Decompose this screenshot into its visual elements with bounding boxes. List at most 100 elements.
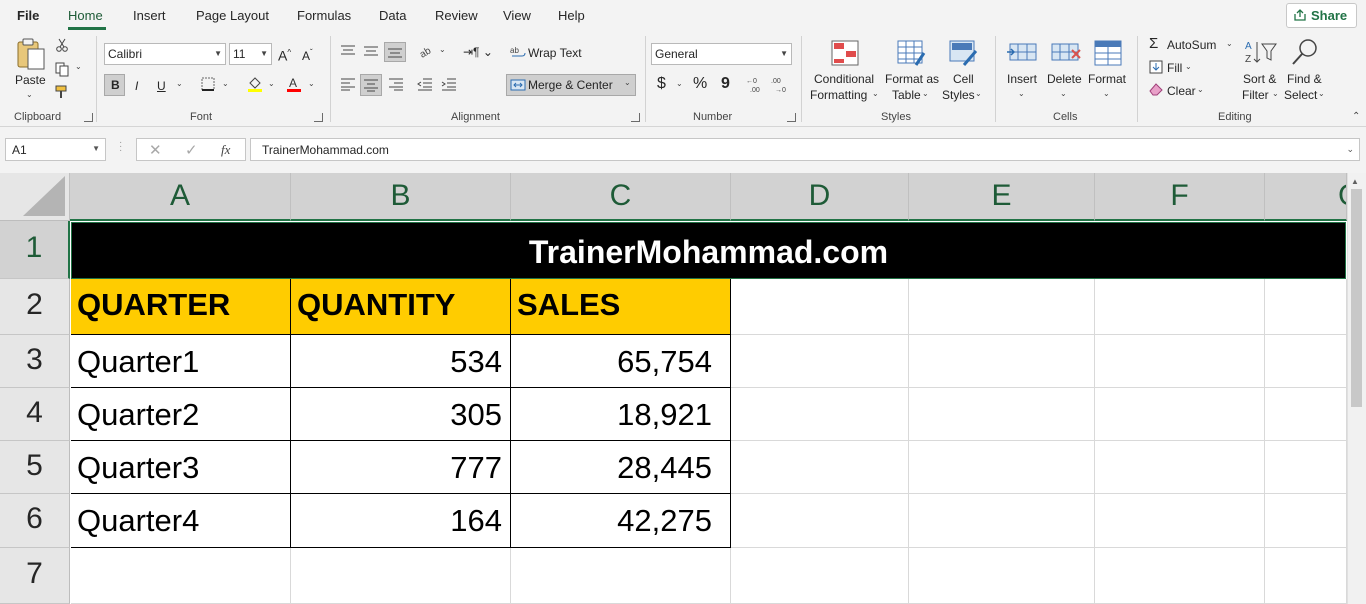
row-header-1[interactable]: 1 bbox=[0, 221, 70, 279]
clear-icon[interactable] bbox=[1148, 82, 1164, 96]
empty-cell[interactable] bbox=[909, 279, 1095, 335]
italic-button[interactable]: I bbox=[135, 79, 139, 93]
empty-cell[interactable] bbox=[291, 548, 511, 604]
copy-icon[interactable] bbox=[54, 61, 70, 77]
currency-button[interactable]: $ bbox=[657, 75, 666, 92]
number-format-combo[interactable]: General ▼ bbox=[651, 43, 792, 65]
align-top-icon[interactable] bbox=[340, 44, 356, 58]
format-as-table-label-2[interactable]: Table bbox=[892, 88, 921, 102]
fill-icon[interactable] bbox=[1149, 60, 1163, 74]
format-cells-icon[interactable] bbox=[1093, 39, 1123, 67]
empty-cell[interactable] bbox=[1265, 548, 1347, 604]
column-header-e[interactable]: E bbox=[909, 173, 1095, 221]
clipboard-launcher-icon[interactable] bbox=[84, 113, 93, 122]
conditional-formatting-label-1[interactable]: Conditional bbox=[814, 72, 875, 86]
align-left-icon[interactable] bbox=[340, 77, 356, 91]
table-cell[interactable]: Quarter1 bbox=[71, 335, 291, 388]
table-cell[interactable]: Quarter2 bbox=[71, 388, 291, 441]
row-header-7[interactable]: 7 bbox=[0, 548, 70, 604]
align-right-icon[interactable] bbox=[388, 77, 404, 91]
empty-cell[interactable] bbox=[909, 335, 1095, 388]
number-launcher-icon[interactable] bbox=[787, 113, 796, 122]
header-cell-sales[interactable]: SALES bbox=[511, 279, 731, 335]
tab-formulas[interactable]: Formulas bbox=[297, 8, 352, 23]
format-painter-icon[interactable] bbox=[54, 84, 70, 100]
select-all-button[interactable] bbox=[0, 173, 70, 221]
name-box[interactable]: A1 ▼ bbox=[5, 138, 106, 161]
sort-filter-label-1[interactable]: Sort & bbox=[1243, 72, 1277, 86]
chevron-down-icon[interactable]: ⌄ bbox=[922, 89, 929, 98]
bold-button[interactable]: B bbox=[104, 74, 125, 96]
empty-cell[interactable] bbox=[1095, 494, 1265, 548]
row-header-5[interactable]: 5 bbox=[0, 441, 70, 494]
chevron-down-icon[interactable]: ⌄ bbox=[1103, 89, 1110, 98]
chevron-down-icon[interactable]: ⌄ bbox=[1272, 89, 1279, 98]
find-select-label-1[interactable]: Find & bbox=[1287, 72, 1322, 86]
empty-cell[interactable] bbox=[511, 548, 731, 604]
column-header-b[interactable]: B bbox=[291, 173, 511, 221]
paste-dropdown-icon[interactable]: ⌄ bbox=[26, 90, 33, 99]
empty-cell[interactable] bbox=[1265, 441, 1347, 494]
table-cell[interactable]: Quarter4 bbox=[71, 494, 291, 548]
column-header-f[interactable]: F bbox=[1095, 173, 1265, 221]
expand-formula-icon[interactable]: ⌄ bbox=[1346, 144, 1354, 154]
table-cell[interactable]: 18,921 bbox=[511, 388, 731, 441]
orientation-dropdown-icon[interactable]: ⌄ bbox=[439, 45, 446, 54]
format-as-table-label-1[interactable]: Format as bbox=[885, 72, 940, 86]
tab-data[interactable]: Data bbox=[379, 8, 407, 23]
cell-styles-label-2[interactable]: Styles bbox=[942, 88, 975, 102]
decrease-decimal-icon[interactable]: .00→0 bbox=[771, 75, 791, 93]
chevron-down-icon[interactable]: ⌄ bbox=[1018, 89, 1025, 98]
table-cell[interactable]: 164 bbox=[291, 494, 511, 548]
empty-cell[interactable] bbox=[1095, 548, 1265, 604]
increase-decimal-icon[interactable]: ←0.00 bbox=[746, 75, 766, 93]
row-header-6[interactable]: 6 bbox=[0, 494, 70, 548]
percent-button[interactable]: % bbox=[693, 75, 708, 92]
table-cell[interactable]: Quarter3 bbox=[71, 441, 291, 494]
paragraph-direction-icon[interactable]: ⇥¶ ⌄ bbox=[463, 45, 493, 59]
chevron-down-icon[interactable]: ⌄ bbox=[1060, 89, 1067, 98]
empty-cell[interactable] bbox=[1095, 279, 1265, 335]
alignment-launcher-icon[interactable] bbox=[631, 113, 640, 122]
empty-cell[interactable] bbox=[1265, 279, 1347, 335]
find-select-label-2[interactable]: Select bbox=[1284, 88, 1318, 102]
enter-icon[interactable]: ✓ bbox=[185, 142, 198, 159]
empty-cell[interactable] bbox=[731, 494, 909, 548]
borders-dropdown-icon[interactable]: ⌄ bbox=[222, 79, 229, 88]
table-cell[interactable]: 305 bbox=[291, 388, 511, 441]
fill-color-icon[interactable] bbox=[246, 75, 264, 93]
column-header-d[interactable]: D bbox=[731, 173, 909, 221]
tab-insert[interactable]: Insert bbox=[133, 8, 166, 23]
underline-button[interactable]: U bbox=[157, 79, 166, 93]
copy-dropdown-icon[interactable]: ⌄ bbox=[75, 62, 82, 71]
autosum-dropdown-icon[interactable]: ⌄ bbox=[1226, 39, 1233, 48]
title-cell-a1[interactable]: TrainerMohammad.com bbox=[71, 222, 1346, 279]
share-button[interactable]: Share bbox=[1286, 3, 1357, 28]
conditional-formatting-label-2[interactable]: Formatting bbox=[810, 88, 868, 102]
empty-cell[interactable] bbox=[731, 335, 909, 388]
fill-color-dropdown-icon[interactable]: ⌄ bbox=[268, 79, 275, 88]
font-launcher-icon[interactable] bbox=[314, 113, 323, 122]
align-bottom-button[interactable] bbox=[384, 42, 406, 62]
empty-cell[interactable] bbox=[71, 548, 291, 604]
empty-cell[interactable] bbox=[909, 494, 1095, 548]
header-cell-quarter[interactable]: QUARTER bbox=[71, 279, 291, 335]
empty-cell[interactable] bbox=[909, 441, 1095, 494]
empty-cell[interactable] bbox=[1095, 388, 1265, 441]
tab-file[interactable]: File bbox=[17, 8, 40, 23]
cut-icon[interactable] bbox=[55, 38, 69, 52]
empty-cell[interactable] bbox=[731, 279, 909, 335]
empty-cell[interactable] bbox=[731, 388, 909, 441]
fill-button[interactable]: Fill bbox=[1167, 61, 1183, 75]
header-cell-quantity[interactable]: QUANTITY bbox=[291, 279, 511, 335]
row-header-2[interactable]: 2 bbox=[0, 279, 70, 335]
paste-button[interactable] bbox=[14, 37, 48, 77]
tab-page-layout[interactable]: Page Layout bbox=[196, 8, 270, 23]
chevron-down-icon[interactable]: ⌄ bbox=[872, 89, 879, 98]
row-header-3[interactable]: 3 bbox=[0, 335, 70, 388]
cell-styles-label-1[interactable]: Cell bbox=[953, 72, 974, 86]
empty-cell[interactable] bbox=[1095, 335, 1265, 388]
sort-filter-icon[interactable]: AZ bbox=[1244, 38, 1278, 66]
conditional-formatting-icon[interactable] bbox=[830, 39, 860, 67]
column-header-g[interactable]: G bbox=[1265, 173, 1347, 221]
